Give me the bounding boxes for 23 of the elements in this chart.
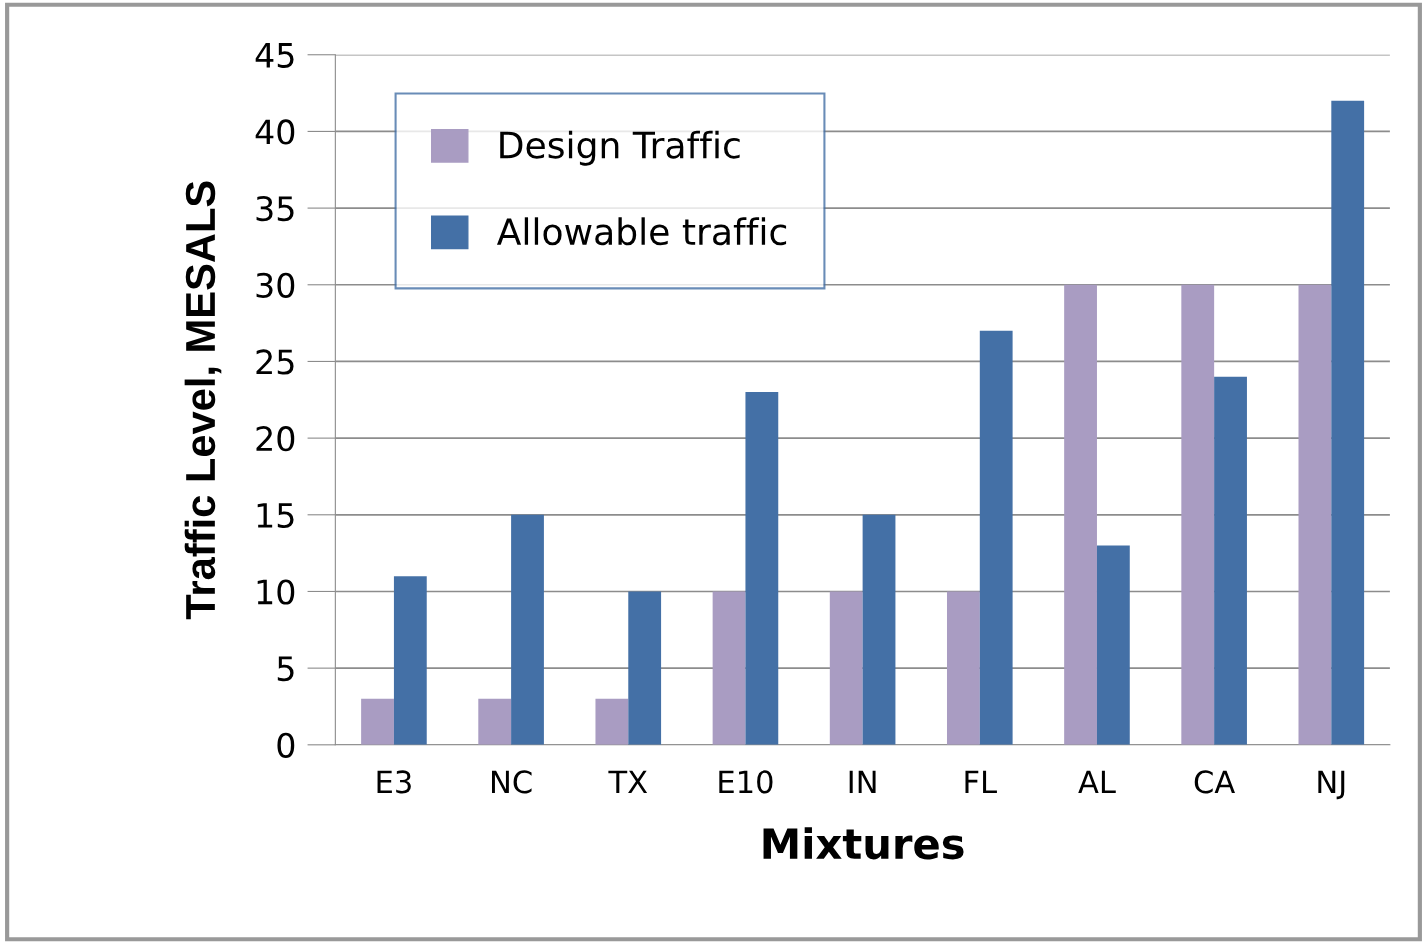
y-tick-label: 20	[256, 426, 295, 452]
x-tick-label: IN	[849, 770, 876, 794]
legend-label: Allowable traffic	[496, 217, 787, 246]
y-tick-label: 10	[257, 579, 295, 605]
x-tick-label: AL	[1078, 770, 1116, 794]
y-tick-label: 30	[256, 272, 295, 298]
x-axis-title: Mixtures	[763, 827, 964, 860]
y-tick-label: 35	[256, 196, 294, 222]
x-tick-label: FL	[965, 770, 997, 794]
x-tick-label: CA	[1194, 770, 1235, 794]
x-tick-label: E3	[377, 770, 411, 794]
y-axis-title: Traffic Level, MESALS	[184, 181, 222, 620]
legend-label: Design Traffic	[500, 130, 740, 166]
y-tick-label: 5	[277, 656, 294, 682]
y-tick-label: 45	[255, 43, 294, 68]
y-tick-label: 0	[277, 732, 295, 758]
y-tick-label: 40	[255, 119, 295, 145]
y-tick-label: 25	[256, 349, 294, 375]
x-tick-label: TX	[608, 770, 648, 794]
x-tick-label: NC	[492, 770, 532, 794]
x-tick-label: NJ	[1318, 770, 1345, 800]
x-tick-label: E10	[719, 770, 773, 794]
y-tick-label: 15	[257, 503, 294, 528]
